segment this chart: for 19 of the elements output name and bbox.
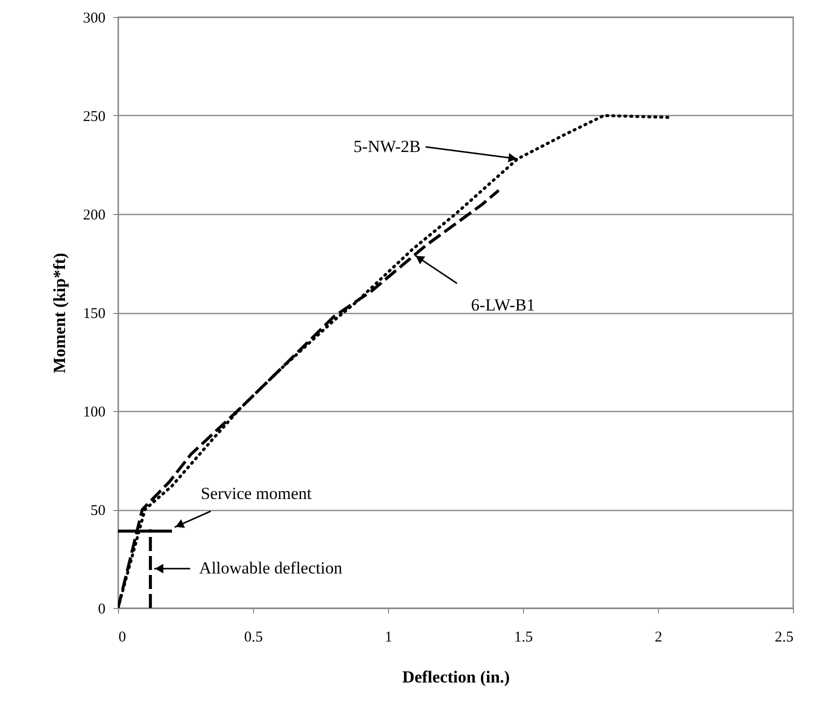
annotation: Service moment <box>200 484 312 504</box>
x-tick-label: 0.5 <box>244 630 263 646</box>
annotation: Allowable deflection <box>199 558 343 578</box>
y-tick-label: 300 <box>83 10 106 26</box>
x-tick-label: 1.5 <box>514 630 533 646</box>
y-axis-title: Moment (kip*ft) <box>50 252 69 374</box>
x-axis-title: Deflection (in.) <box>402 668 510 686</box>
x-tick-label: 2.5 <box>774 630 794 646</box>
annotation: 5-NW-2B <box>354 136 421 156</box>
y-tick-label: 250 <box>83 109 106 125</box>
y-tick-label: 50 <box>90 503 106 519</box>
x-tick-label: 2 <box>654 630 662 646</box>
x-tick-label: 1 <box>384 630 392 646</box>
y-tick-label: 200 <box>83 208 106 224</box>
y-tick-label: 100 <box>83 404 106 420</box>
y-tick-label: 150 <box>83 306 106 322</box>
annotation: 6-LW-B1 <box>471 295 535 314</box>
y-tick-label: 0 <box>98 602 106 618</box>
x-tick-label: 0 <box>118 630 126 646</box>
